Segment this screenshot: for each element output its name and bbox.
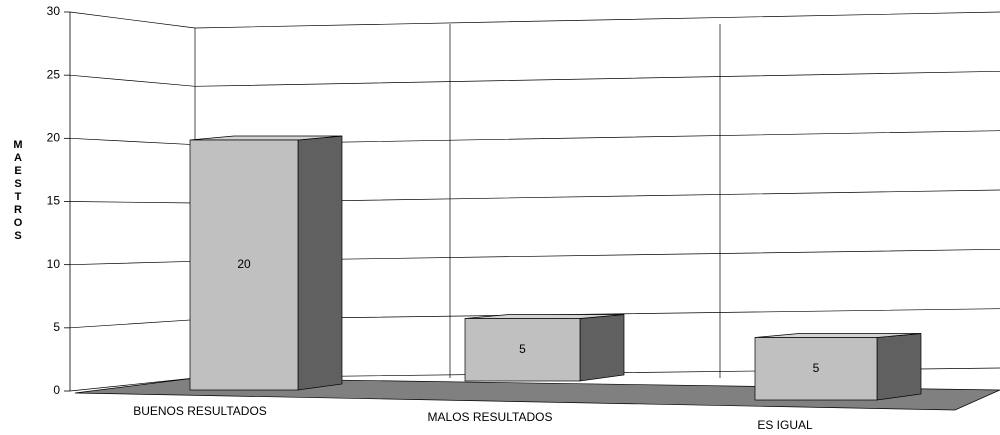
bar [189,139,299,391]
y-tick-label: 25 [47,67,61,81]
value-label: 5 [519,342,526,356]
y-tick-label: 5 [53,320,60,334]
x-tick-label: ES IGUAL [757,418,813,432]
value-label: 20 [237,257,251,271]
grid-line [69,70,1000,87]
bar-side [876,333,922,401]
y-tick-label: 10 [47,257,61,271]
y-tick-label: 30 [47,4,61,18]
y-tick-label: 20 [47,131,61,145]
x-tick-label: MALOS RESULTADOS [428,410,553,424]
bar [464,318,581,382]
bar-side [579,314,625,382]
bar [754,337,878,401]
x-tick-label: BUENOS RESULTADOS [133,404,267,418]
y-tick-label: 0 [53,383,60,397]
y-tick-label: 15 [47,194,61,208]
bar-side [297,135,343,391]
grid-line [69,11,1000,29]
value-label: 5 [813,361,820,375]
